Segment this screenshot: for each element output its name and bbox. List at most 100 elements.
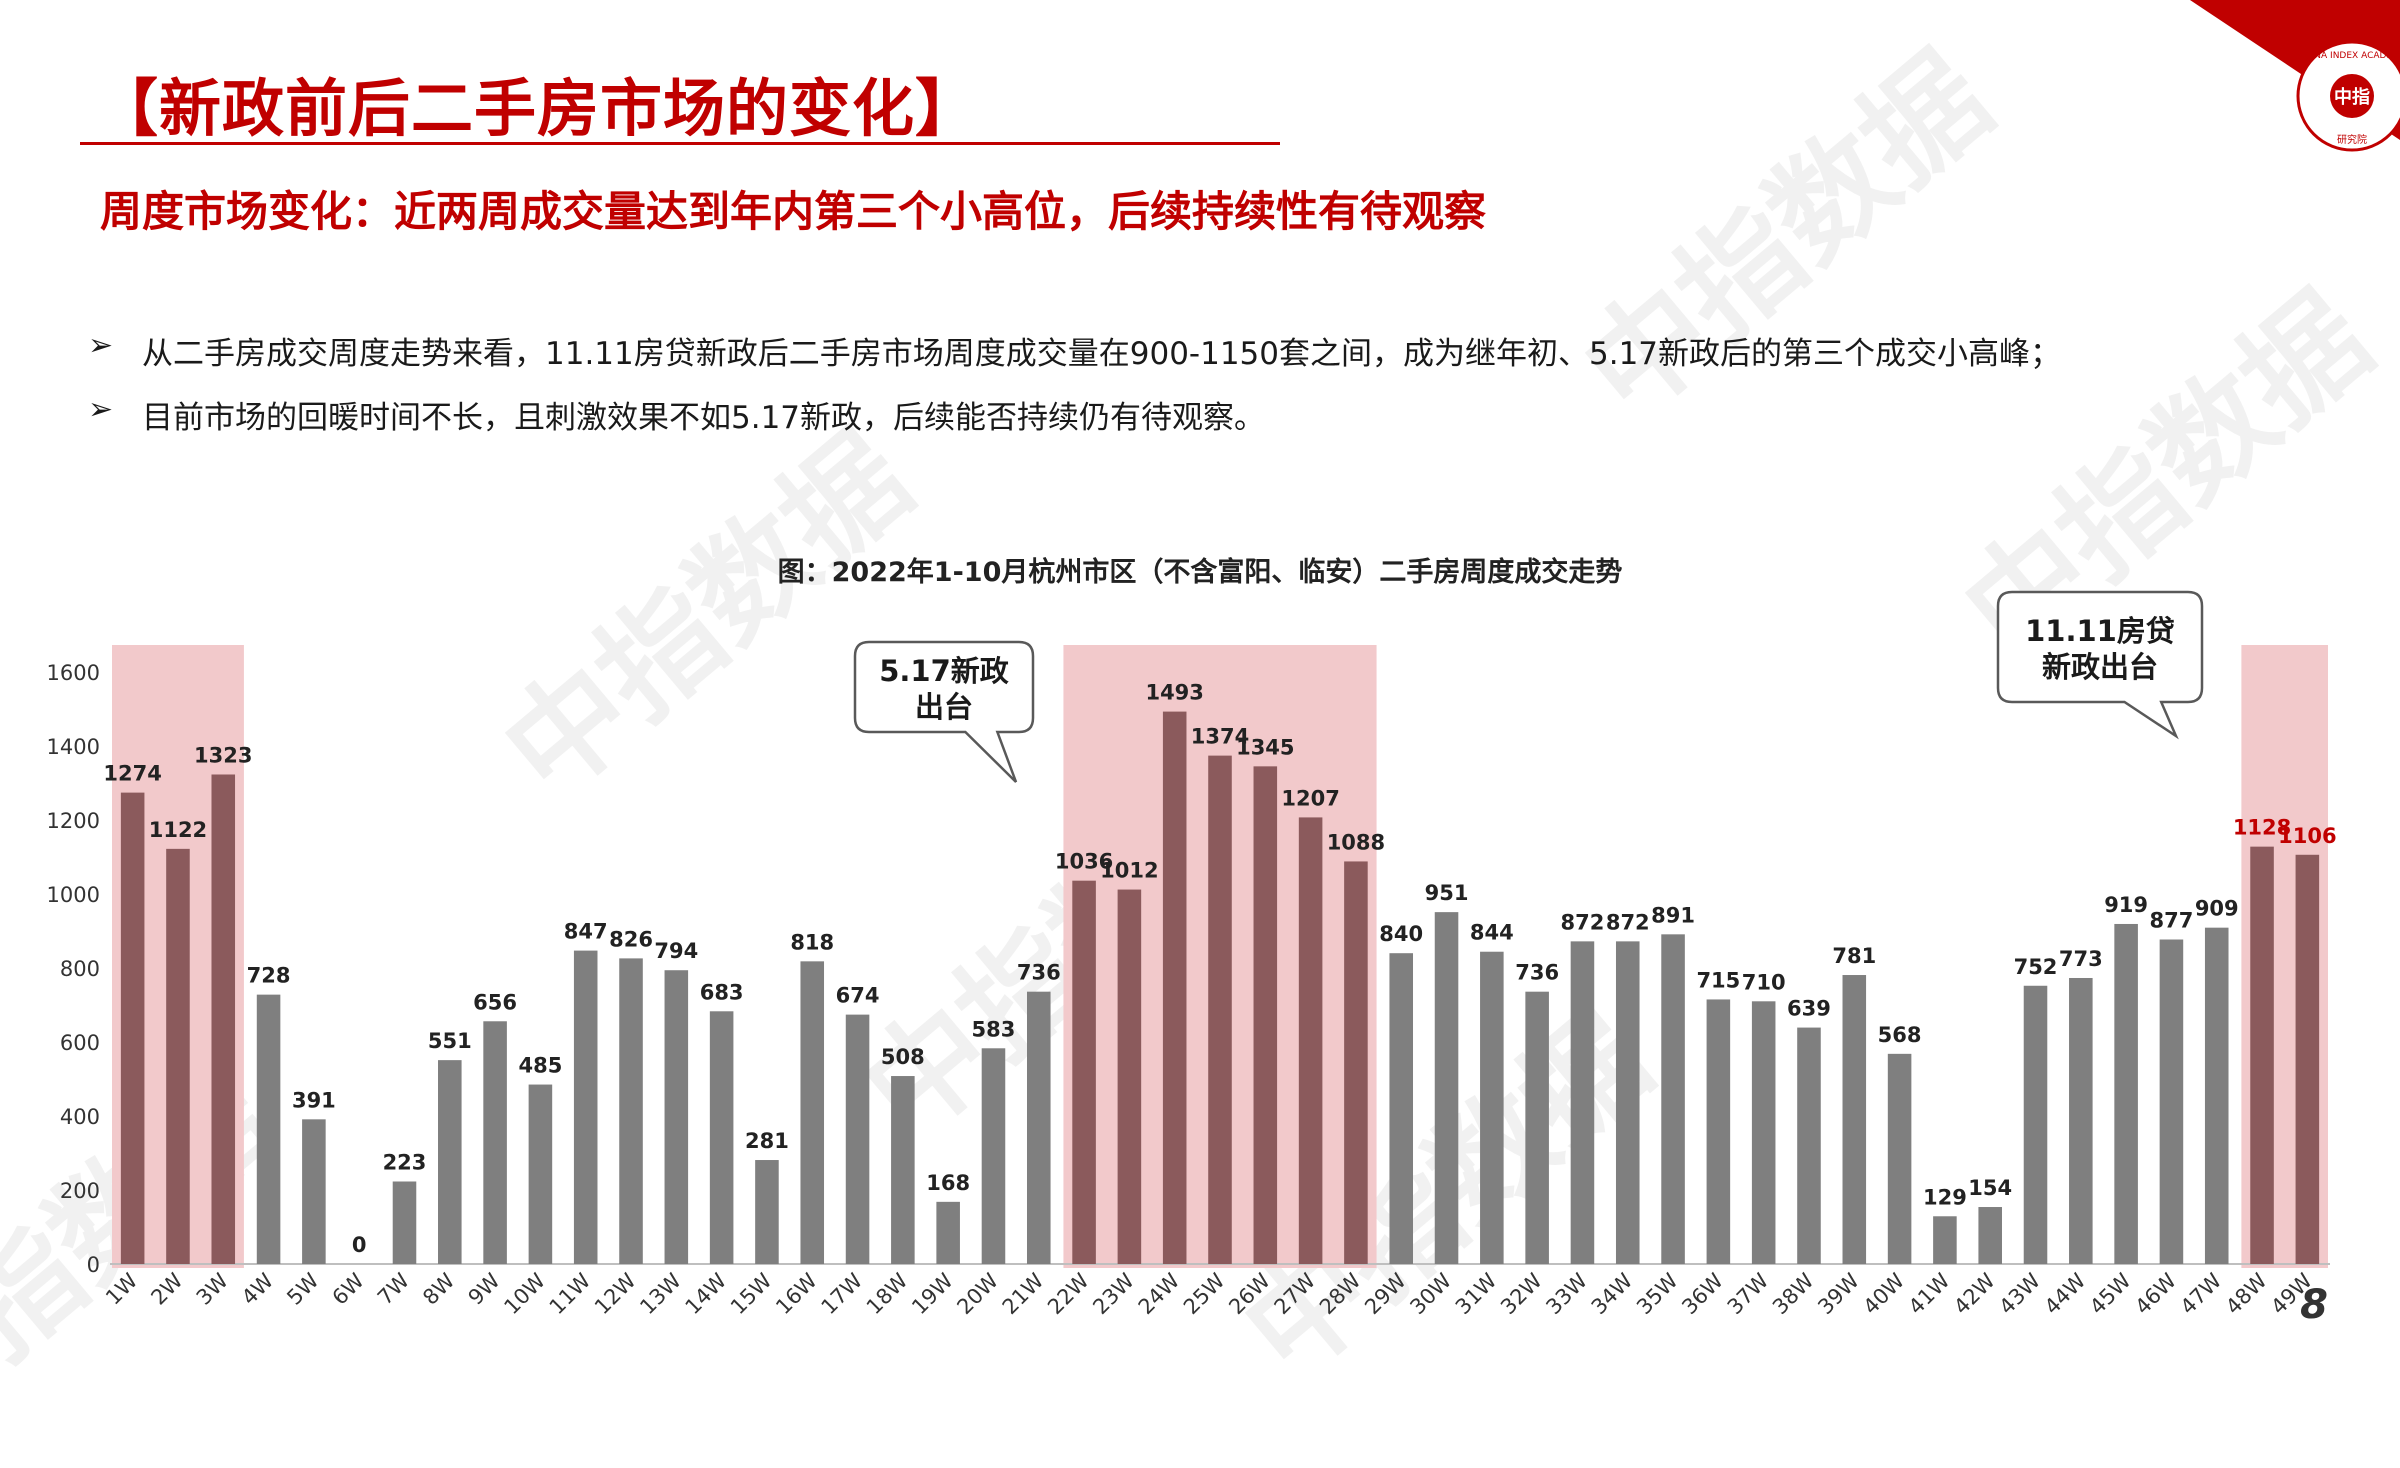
x-tick-label: 46W — [2130, 1268, 2181, 1319]
x-tick-label: 19W — [907, 1268, 958, 1319]
bar — [1389, 953, 1414, 1264]
data-label: 583 — [972, 1017, 1016, 1041]
page-title: 【新政前后二手房市场的变化】 — [96, 72, 979, 145]
data-label: 877 — [2150, 909, 2194, 933]
callout-517 — [853, 640, 1035, 783]
data-label: 168 — [926, 1171, 970, 1195]
y-tick-label: 0 — [87, 1253, 100, 1277]
y-tick-label: 1400 — [47, 735, 100, 759]
bar — [709, 1011, 734, 1264]
x-tick-label: 6W — [328, 1268, 369, 1309]
bullet-text: 目前市场的回暖时间不长，且刺激效果不如5.17新政，后续能否持续仍有待观察。 — [142, 400, 1266, 436]
x-tick-label: 18W — [862, 1268, 913, 1319]
bar — [664, 970, 689, 1264]
bar — [981, 1048, 1006, 1264]
data-label: 551 — [428, 1029, 472, 1053]
data-label: 1122 — [149, 818, 207, 842]
data-label: 826 — [609, 927, 653, 951]
x-tick-label: 23W — [1088, 1268, 1139, 1319]
data-label: 951 — [1425, 881, 1469, 905]
callout-1111-line1: 11.11房贷 — [2025, 614, 2175, 648]
data-label: 1106 — [2278, 824, 2336, 848]
bar — [120, 792, 145, 1264]
bar — [2069, 977, 2093, 1264]
bar — [2159, 939, 2184, 1264]
bar — [2295, 854, 2320, 1264]
data-label: 736 — [1515, 961, 1559, 985]
bar-chart: 0 200 400 600 800 1000 1200 1400 1600 1274 1W 1122 2… — [47, 590, 2337, 1319]
title-underline — [80, 142, 1280, 145]
x-tick-label: 15W — [726, 1268, 777, 1319]
data-label: 891 — [1651, 903, 1695, 927]
data-label: 840 — [1379, 922, 1423, 946]
x-tick-label: 25W — [1179, 1268, 1230, 1319]
bar — [1615, 941, 1640, 1264]
x-tick-label: 26W — [1224, 1268, 1275, 1319]
bullet-list: ➢ 从二手房成交周度走势来看，11.11房贷新政后二手房市场周度成交量在900-… — [88, 328, 2368, 456]
data-label: 710 — [1742, 970, 1786, 994]
y-tick-label: 1600 — [47, 661, 100, 685]
x-tick-label: 29W — [1360, 1268, 1411, 1319]
x-tick-label: 45W — [2085, 1268, 2136, 1319]
x-tick-label: 4W — [237, 1268, 278, 1309]
bar — [2204, 927, 2229, 1264]
x-tick-label: 5W — [282, 1268, 323, 1309]
y-tick-label: 1200 — [47, 809, 100, 833]
x-tick-label: 48W — [2221, 1268, 2272, 1319]
data-label: 568 — [1878, 1023, 1922, 1047]
data-label: 656 — [473, 990, 517, 1014]
callout-517-line1: 5.17新政 — [879, 654, 1009, 688]
x-tick-label: 43W — [1994, 1268, 2045, 1319]
data-label: 736 — [1017, 961, 1061, 985]
bar — [573, 950, 598, 1264]
data-label: 683 — [700, 980, 744, 1004]
bar — [1661, 934, 1685, 1264]
x-tick-label: 32W — [1496, 1268, 1547, 1319]
data-label: 0 — [352, 1233, 367, 1257]
y-tick-label: 1000 — [47, 883, 100, 907]
bar — [1525, 991, 1549, 1264]
x-tick-label: 34W — [1587, 1268, 1638, 1319]
data-label: 752 — [2014, 955, 2058, 979]
data-label: 781 — [1832, 944, 1876, 968]
bar — [1117, 889, 1142, 1264]
bar — [1797, 1027, 1821, 1264]
data-label: 715 — [1696, 968, 1740, 992]
bar — [800, 961, 825, 1264]
data-label: 154 — [1968, 1176, 2012, 1200]
data-label: 872 — [1561, 910, 1605, 934]
y-tick-label: 200 — [60, 1179, 100, 1203]
bar — [1842, 975, 1867, 1264]
callout-517-line2: 出台 — [915, 690, 973, 724]
x-tick-label: 27W — [1270, 1268, 1321, 1319]
x-tick-label: 21W — [998, 1268, 1049, 1319]
bar — [1480, 951, 1504, 1264]
data-label: 1128 — [2233, 816, 2291, 840]
bullet-text: 从二手房成交周度走势来看，11.11房贷新政后二手房市场周度成交量在900-11… — [142, 336, 2062, 372]
bar — [1706, 999, 1731, 1264]
data-label: 1274 — [103, 762, 161, 786]
data-label: 129 — [1923, 1185, 1967, 1209]
bar — [1253, 766, 1278, 1264]
x-tick-label: 33W — [1541, 1268, 1592, 1319]
bar — [166, 848, 190, 1264]
page-subtitle: 周度市场变化：近两周成交量达到年内第三个小高位，后续持续性有待观察 — [100, 187, 1487, 236]
data-label: 391 — [292, 1088, 336, 1112]
bar — [528, 1084, 553, 1264]
data-label: 1012 — [1100, 859, 1158, 883]
bar — [1026, 991, 1051, 1264]
bar — [1072, 880, 1096, 1264]
bullet-arrow-icon: ➢ — [88, 392, 114, 427]
x-tick-label: 38W — [1768, 1268, 1819, 1319]
data-label: 919 — [2104, 893, 2148, 917]
y-tick-label: 600 — [60, 1031, 100, 1055]
logo-mid-text: 中指 — [2334, 86, 2370, 108]
bar — [845, 1014, 870, 1264]
x-tick-label: 35W — [1632, 1268, 1683, 1319]
x-tick-label: 28W — [1315, 1268, 1366, 1319]
bar — [1887, 1053, 1912, 1264]
callout-1111 — [1996, 590, 2204, 740]
data-label: 872 — [1606, 910, 1650, 934]
x-tick-label: 30W — [1406, 1268, 1457, 1319]
bar — [1208, 755, 1232, 1264]
